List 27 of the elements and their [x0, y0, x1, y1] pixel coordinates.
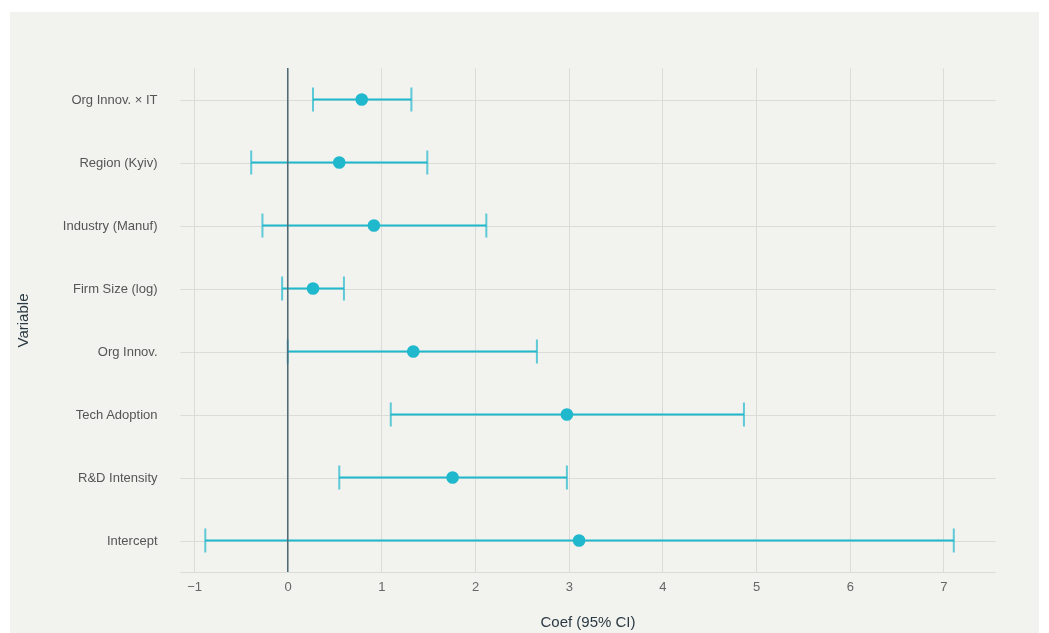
y-tick-label: R&D Intensity [78, 470, 158, 485]
x-tick-label: −1 [187, 578, 202, 594]
x-tick-label: 4 [659, 578, 667, 594]
y-tick-label: Industry (Manuf) [62, 218, 158, 233]
y-tick-label: Org Innov. × IT [71, 92, 158, 107]
point [560, 408, 574, 421]
x-tick-label: 2 [471, 578, 480, 594]
x-axis-title: Coef (95% CI) [540, 612, 636, 630]
point [406, 345, 420, 358]
x-tick-label: 1 [378, 578, 386, 594]
x-tick-label: 5 [753, 578, 761, 594]
y-tick-label: Region (Kyiv) [79, 155, 158, 170]
point [367, 219, 381, 232]
y-axis-title: Variable [13, 293, 31, 348]
point [306, 282, 320, 295]
point [355, 93, 369, 106]
y-tick-label: Tech Adoption [75, 407, 158, 422]
x-tick-label: 0 [284, 578, 292, 594]
point [446, 471, 459, 484]
x-tick-label: 3 [565, 578, 573, 594]
x-tick-label: 6 [846, 578, 854, 594]
y-tick-label: Org Innov. [97, 344, 158, 359]
point [572, 534, 586, 547]
x-tick-label: 7 [940, 578, 948, 594]
y-tick-label: Firm Size (log) [72, 281, 158, 296]
point [332, 156, 346, 169]
y-tick-label: Intercept [106, 533, 158, 548]
